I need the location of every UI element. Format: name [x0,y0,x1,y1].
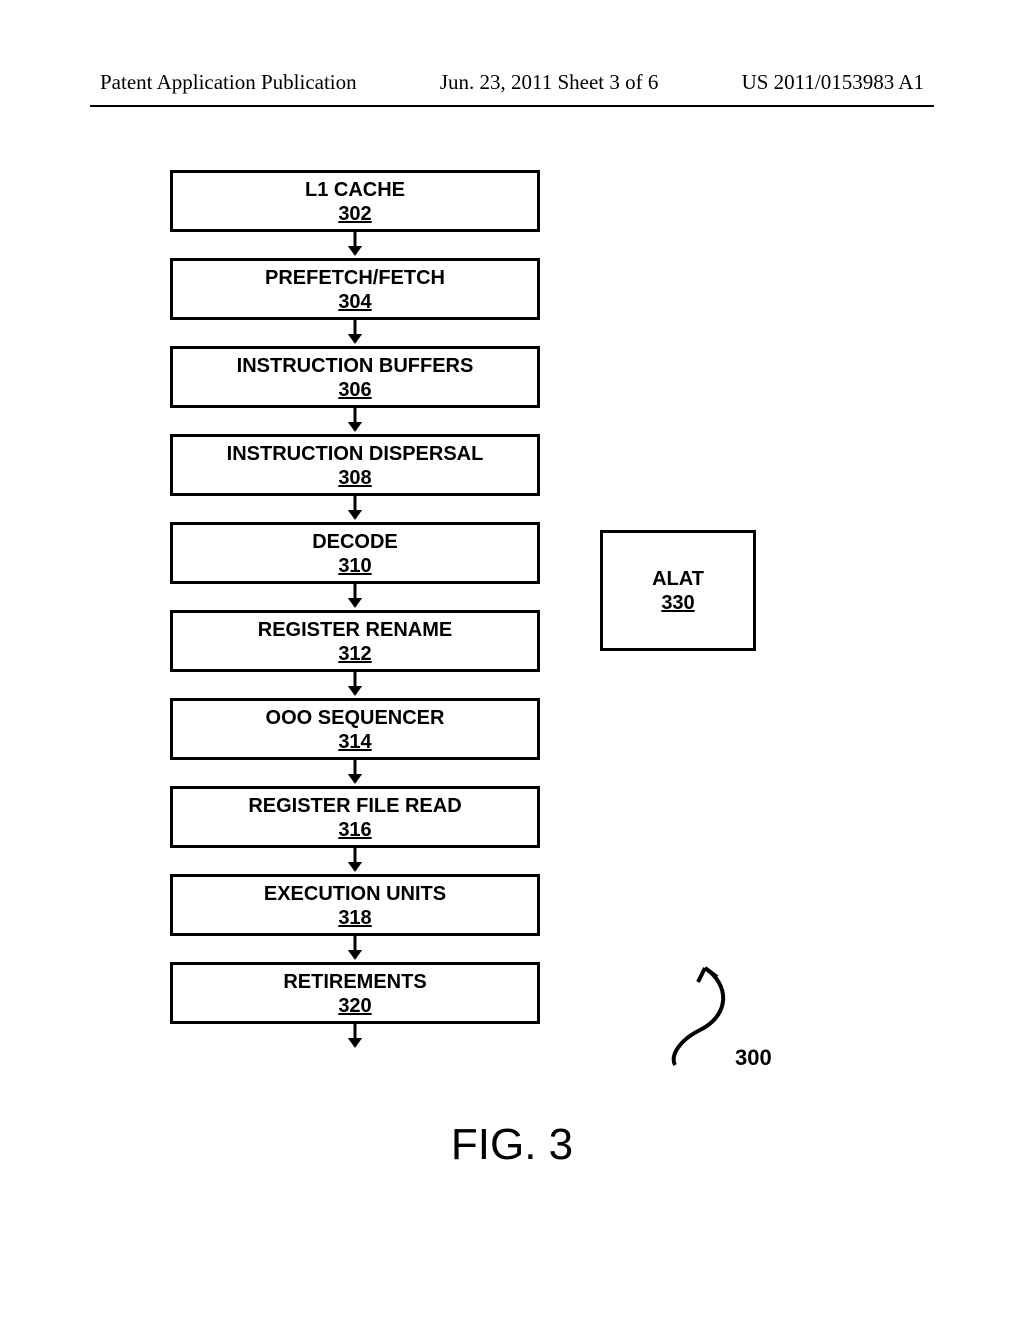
pipeline-stage-ref: 320 [177,995,533,1017]
pipeline-stage-label: L1 CACHE [305,179,405,201]
pipeline-stage-ref: 316 [177,819,533,841]
pipeline-stage-label: REGISTER FILE READ [248,795,461,817]
pipeline-stage-box: INSTRUCTION BUFFERS306 [170,346,540,408]
pipeline-stage-ref: 306 [177,379,533,401]
pipeline-flowchart: L1 CACHE302 PREFETCH/FETCH304 INSTRUCTIO… [170,170,540,1050]
pipeline-stage-ref: 302 [177,203,533,225]
alat-box: ALAT 330 [600,530,756,651]
pipeline-stage-ref: 308 [177,467,533,489]
pipeline-stage-box: PREFETCH/FETCH304 [170,258,540,320]
header-right: US 2011/0153983 A1 [742,70,924,95]
curly-brace [650,960,740,1070]
pipeline-stage-label: INSTRUCTION BUFFERS [237,355,474,377]
pipeline-stage-box: REGISTER FILE READ316 [170,786,540,848]
down-arrow-icon [170,232,540,258]
pipeline-stage-ref: 318 [177,907,533,929]
pipeline-stage-label: INSTRUCTION DISPERSAL [227,443,484,465]
header-middle: Jun. 23, 2011 Sheet 3 of 6 [440,70,659,95]
pipeline-stage-box: INSTRUCTION DISPERSAL308 [170,434,540,496]
figure-label: FIG. 3 [0,1120,1024,1170]
down-arrow-icon [170,496,540,522]
header-left: Patent Application Publication [100,70,357,95]
pipeline-stage-ref: 314 [177,731,533,753]
pipeline-stage-ref: 310 [177,555,533,577]
pipeline-stage-box: DECODE310 [170,522,540,584]
alat-label: ALAT [603,567,753,591]
down-arrow-icon [170,760,540,786]
down-arrow-icon [170,408,540,434]
pipeline-stage-label: OOO SEQUENCER [266,707,445,729]
pipeline-stage-box: L1 CACHE302 [170,170,540,232]
down-arrow-icon [170,848,540,874]
pipeline-stage-box: EXECUTION UNITS318 [170,874,540,936]
page-header: Patent Application Publication Jun. 23, … [0,70,1024,95]
pipeline-stage-label: REGISTER RENAME [258,619,452,641]
down-arrow-icon [170,320,540,346]
down-arrow-icon [170,584,540,610]
pipeline-stage-ref: 304 [177,291,533,313]
pipeline-stage-box: RETIREMENTS320 [170,962,540,1024]
pipeline-stage-label: EXECUTION UNITS [264,883,446,905]
pipeline-stage-label: DECODE [312,531,398,553]
down-arrow-icon [170,672,540,698]
pipeline-stage-label: PREFETCH/FETCH [265,267,445,289]
down-arrow-icon [170,1024,540,1050]
header-rule [90,105,934,107]
pipeline-stage-box: REGISTER RENAME312 [170,610,540,672]
pipeline-stage-box: OOO SEQUENCER314 [170,698,540,760]
down-arrow-icon [170,936,540,962]
alat-ref: 330 [603,591,753,615]
pipeline-stage-ref: 312 [177,643,533,665]
pipeline-stage-label: RETIREMENTS [283,971,426,993]
overall-ref: 300 [735,1045,772,1071]
